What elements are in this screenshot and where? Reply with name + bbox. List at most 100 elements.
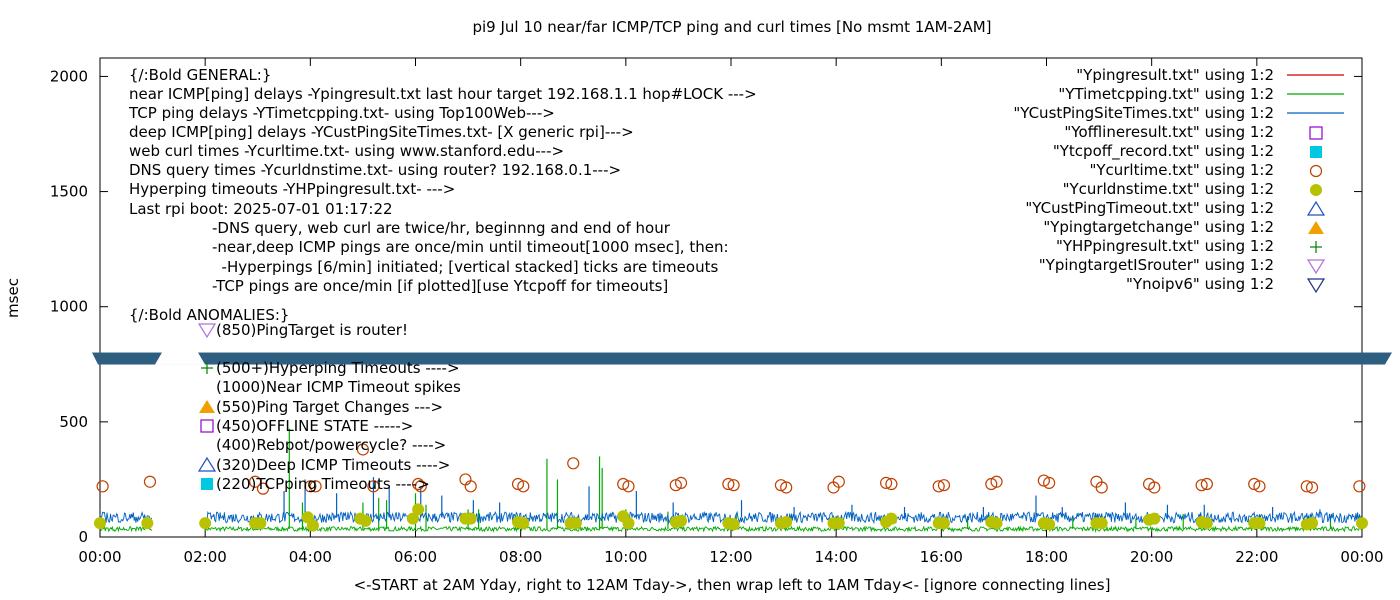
legend-label: "Ynoipv6" using 1:2 <box>1126 275 1274 293</box>
data-point <box>517 480 530 493</box>
data-point <box>309 480 322 493</box>
x-tick-label: 00:00 <box>78 548 121 566</box>
legend-label: "Ycurldnstime.txt" using 1:2 <box>1063 180 1274 198</box>
legend-marker-swatch <box>1309 126 1323 140</box>
data-point-shape <box>880 476 893 489</box>
legend-marker-swatch <box>1310 146 1322 158</box>
break-band <box>92 352 1392 365</box>
data-point-shape <box>1200 477 1213 491</box>
data-point-shape <box>1253 480 1266 493</box>
x-tick-label: 12:00 <box>709 548 752 566</box>
y-axis-label: msec <box>4 278 22 318</box>
data-point-shape <box>937 479 951 492</box>
data-point-shape <box>727 479 740 492</box>
tick-labels: 0 500 1000 1500 2000 00:00 02:00 04:00 06:00 08:0… <box>50 67 1384 566</box>
general-line: web curl times -Ycurltime.txt- using www… <box>129 142 564 160</box>
data-point-shape <box>249 475 262 488</box>
data-point-shape <box>1037 474 1050 487</box>
data-point <box>517 517 530 530</box>
data-point <box>780 516 793 529</box>
data-point <box>932 480 945 493</box>
legend-marker-swatch <box>1306 278 1326 294</box>
data-point-shape <box>674 476 688 489</box>
data-point <box>141 517 154 530</box>
data-point <box>832 517 845 530</box>
data-point <box>1305 481 1319 494</box>
data-point <box>1095 481 1108 494</box>
data-point <box>990 517 1003 530</box>
x-tick-label: 10:00 <box>604 548 647 566</box>
anomaly-list: (850)PingTarget is router! (500+)Hyperpin… <box>197 321 461 493</box>
legend-marker-swatch <box>1308 221 1324 234</box>
data-point <box>885 477 898 491</box>
anomaly-marker <box>201 478 213 490</box>
general-line: Last rpi boot: 2025-07-01 01:17:22 <box>129 200 393 218</box>
data-point-shape <box>569 517 582 530</box>
anomalies-heading: {/:Bold ANOMALIES:} <box>129 306 289 324</box>
anomaly-label: (1000)Near ICMP Timeout spikes <box>216 378 461 396</box>
data-point-shape <box>1095 517 1108 530</box>
legend-label: "YHPpingresult.txt" using 1:2 <box>1056 237 1274 255</box>
data-point-shape <box>1043 476 1056 489</box>
data-point-shape <box>254 517 267 530</box>
x-tick-label: 22:00 <box>1235 548 1278 566</box>
data-point-shape <box>780 481 793 494</box>
data-point <box>885 512 898 525</box>
data-point <box>94 517 106 530</box>
data-point <box>1253 480 1266 493</box>
data-point-shape <box>414 480 427 493</box>
x-tick-label: 04:00 <box>289 548 332 566</box>
data-point-shape <box>669 479 682 492</box>
x-tick-label: 20:00 <box>1130 548 1173 566</box>
anomaly-label: (320)Deep ICMP Timeouts ----> <box>216 456 450 474</box>
data-point-shape <box>937 517 950 530</box>
data-point <box>256 482 270 495</box>
legend-marker-swatch-shape <box>1306 200 1326 216</box>
series-layer <box>94 428 1368 533</box>
data-point <box>1306 517 1319 530</box>
data-point <box>464 512 477 525</box>
data-point <box>1195 479 1208 492</box>
data-point <box>727 518 740 531</box>
data-point-shape <box>1305 481 1319 494</box>
data-point <box>412 503 425 516</box>
data-point <box>412 477 425 491</box>
data-point-shape <box>199 517 212 530</box>
legend-marker-swatch-shape <box>1306 259 1326 275</box>
legend-label: "Ypingtargetchange" using 1:2 <box>1043 218 1274 236</box>
data-point-shape <box>1300 480 1313 493</box>
data-point <box>356 443 370 456</box>
data-point <box>1037 474 1050 487</box>
general-line: TCP ping delays -YTimetcpping.txt- using… <box>128 104 555 122</box>
data-point-shape <box>143 475 157 488</box>
data-point <box>96 480 109 493</box>
anomaly-label: (400)Rebpot/powercycle? ----> <box>216 436 446 454</box>
general-line: Hyperping timeouts -YHPpingresult.txt- -… <box>129 180 455 198</box>
legend-label: "Ycurltime.txt" using 1:2 <box>1089 161 1274 179</box>
data-point-shape <box>1043 518 1056 531</box>
legend-marker-swatch <box>1306 200 1326 216</box>
legend-marker-swatch-shape <box>1310 184 1322 196</box>
data-point-shape <box>1148 481 1161 494</box>
data-point <box>880 476 893 489</box>
anomaly-label: (850)PingTarget is router! <box>216 321 408 339</box>
data-point-shape <box>304 480 317 493</box>
data-point <box>1253 517 1266 530</box>
legend-label: "YCustPingTimeout.txt" using 1:2 <box>1025 199 1274 217</box>
data-point-shape <box>990 517 1003 530</box>
break-gap <box>155 352 205 365</box>
x-tick-label: 00:00 <box>1340 548 1383 566</box>
data-point <box>569 517 582 530</box>
data-point <box>1148 512 1161 525</box>
data-point-shape <box>567 457 580 470</box>
data-point <box>199 517 212 530</box>
legend: "Ypingresult.txt" using 1:2"YTimetcpping… <box>1013 66 1344 294</box>
y-tick-label: 1500 <box>50 183 88 201</box>
axis-break <box>92 352 1392 365</box>
data-point-shape <box>1356 517 1368 530</box>
x-tick-label: 16:00 <box>920 548 963 566</box>
anomaly-label: (550)Ping Target Changes ---> <box>216 398 443 416</box>
data-point <box>617 477 630 491</box>
